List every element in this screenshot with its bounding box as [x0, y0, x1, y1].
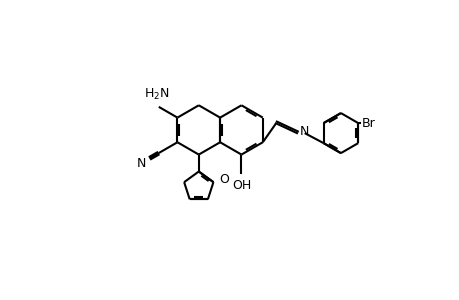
Text: O: O [219, 172, 229, 186]
Text: Br: Br [361, 117, 375, 130]
Text: N: N [299, 125, 309, 138]
Text: OH: OH [231, 179, 251, 192]
Text: H$_2$N: H$_2$N [144, 87, 170, 102]
Text: N: N [136, 157, 146, 169]
